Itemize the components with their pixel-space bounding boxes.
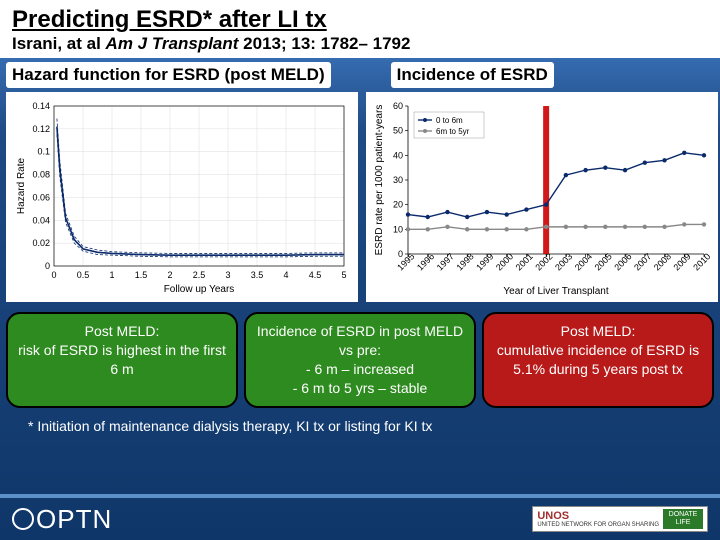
svg-text:4.5: 4.5 [309, 270, 322, 280]
svg-text:3.5: 3.5 [251, 270, 264, 280]
svg-text:60: 60 [393, 101, 403, 111]
info-box-1-line: risk of ESRD is highest in the first 6 m [14, 341, 230, 379]
footnote: * Initiation of maintenance dialysis the… [0, 412, 720, 434]
svg-text:0.14: 0.14 [32, 101, 50, 111]
svg-text:Year of Liver Transplant: Year of Liver Transplant [503, 286, 608, 296]
svg-text:ESRD rate per 1000 patient-yea: ESRD rate per 1000 patient-years [374, 105, 385, 256]
svg-text:30: 30 [393, 175, 403, 185]
incidence-chart: 0102030405060199519961997199819992000200… [366, 92, 718, 302]
svg-text:2008: 2008 [652, 251, 673, 272]
chart-left-title: Hazard function for ESRD (post MELD) [6, 62, 331, 88]
citation-detail: 2013; 13: 1782– 1792 [238, 34, 410, 53]
info-box-1-title: Post MELD: [14, 322, 230, 341]
svg-text:0: 0 [51, 270, 56, 280]
optn-logo: OPTN [12, 504, 112, 535]
svg-text:2006: 2006 [612, 251, 633, 272]
svg-text:40: 40 [393, 150, 403, 160]
optn-text: OPTN [36, 504, 112, 535]
info-box-3-title: Post MELD: [490, 322, 706, 341]
svg-text:2002: 2002 [533, 251, 554, 272]
svg-text:10: 10 [393, 224, 403, 234]
svg-text:0.06: 0.06 [32, 192, 50, 202]
svg-text:Hazard Rate: Hazard Rate [16, 157, 27, 214]
svg-text:50: 50 [393, 126, 403, 136]
info-box-2: Incidence of ESRD in post MELD vs pre: -… [244, 312, 476, 408]
citation-author: Israni, at al [12, 34, 106, 53]
svg-text:3: 3 [225, 270, 230, 280]
info-box-1: Post MELD: risk of ESRD is highest in th… [6, 312, 238, 408]
svg-text:0.04: 0.04 [32, 215, 50, 225]
svg-text:0 to 6m: 0 to 6m [436, 116, 463, 125]
donate-life-badge: DONATE LIFE [663, 509, 703, 528]
charts-row: 0 0.02 0.04 0.06 0.08 0.1 0.12 0.14 0 0.5 1 1.5 2 2.5… [0, 90, 720, 304]
info-box-3-line: cumulative incidence of ESRD is 5.1% dur… [490, 341, 706, 379]
subhead-row: Hazard function for ESRD (post MELD) Inc… [0, 58, 720, 90]
svg-text:2003: 2003 [553, 251, 574, 272]
footer: OPTN UNOS UNITED NETWORK FOR ORGAN SHARI… [0, 494, 720, 540]
svg-text:2007: 2007 [632, 251, 653, 272]
svg-text:5: 5 [341, 270, 346, 280]
svg-text:2: 2 [167, 270, 172, 280]
optn-circle-icon [12, 508, 34, 530]
page-title: Predicting ESRD* after LI tx [12, 6, 708, 34]
svg-text:0.08: 0.08 [32, 170, 50, 180]
svg-text:0.5: 0.5 [77, 270, 90, 280]
svg-text:20: 20 [393, 200, 403, 210]
info-box-2-line2: - 6 m to 5 yrs – stable [252, 379, 468, 398]
svg-text:1997: 1997 [435, 251, 456, 272]
citation-journal: Am J Transplant [106, 34, 239, 53]
svg-text:2001: 2001 [514, 251, 535, 272]
unos-subtext: UNITED NETWORK FOR ORGAN SHARING [537, 522, 659, 528]
svg-text:Follow up Years: Follow up Years [164, 284, 235, 295]
info-box-2-line1: - 6 m – increased [252, 360, 468, 379]
svg-text:0.12: 0.12 [32, 124, 50, 134]
svg-text:2005: 2005 [593, 251, 614, 272]
hazard-chart: 0 0.02 0.04 0.06 0.08 0.1 0.12 0.14 0 0.5 1 1.5 2 2.5… [6, 92, 358, 302]
svg-text:0: 0 [45, 261, 50, 271]
info-boxes: Post MELD: risk of ESRD is highest in th… [0, 304, 720, 412]
unos-block: UNOS UNITED NETWORK FOR ORGAN SHARING DO… [532, 506, 708, 531]
info-box-3: Post MELD: cumulative incidence of ESRD … [482, 312, 714, 408]
citation: Israni, at al Am J Transplant 2013; 13: … [12, 34, 708, 54]
unos-logo-group: UNOS UNITED NETWORK FOR ORGAN SHARING DO… [532, 506, 708, 531]
header: Predicting ESRD* after LI tx Israni, at … [0, 0, 720, 58]
svg-text:1.5: 1.5 [135, 270, 148, 280]
unos-text: UNOS [537, 511, 659, 522]
svg-text:1999: 1999 [474, 251, 495, 272]
svg-text:4: 4 [283, 270, 288, 280]
svg-text:2004: 2004 [573, 251, 594, 272]
svg-text:2009: 2009 [672, 251, 693, 272]
svg-text:0.02: 0.02 [32, 238, 50, 248]
svg-text:2010: 2010 [691, 251, 712, 272]
svg-text:1998: 1998 [454, 251, 475, 272]
info-box-2-title: Incidence of ESRD in post MELD vs pre: [252, 322, 468, 360]
svg-text:1: 1 [109, 270, 114, 280]
donate-text: DONATE LIFE [669, 511, 698, 526]
svg-text:1996: 1996 [415, 251, 436, 272]
svg-text:6m to 5yr: 6m to 5yr [436, 127, 470, 136]
svg-text:2000: 2000 [494, 251, 515, 272]
svg-text:0.1: 0.1 [37, 147, 50, 157]
svg-text:2.5: 2.5 [193, 270, 206, 280]
chart-right-title: Incidence of ESRD [391, 62, 554, 88]
